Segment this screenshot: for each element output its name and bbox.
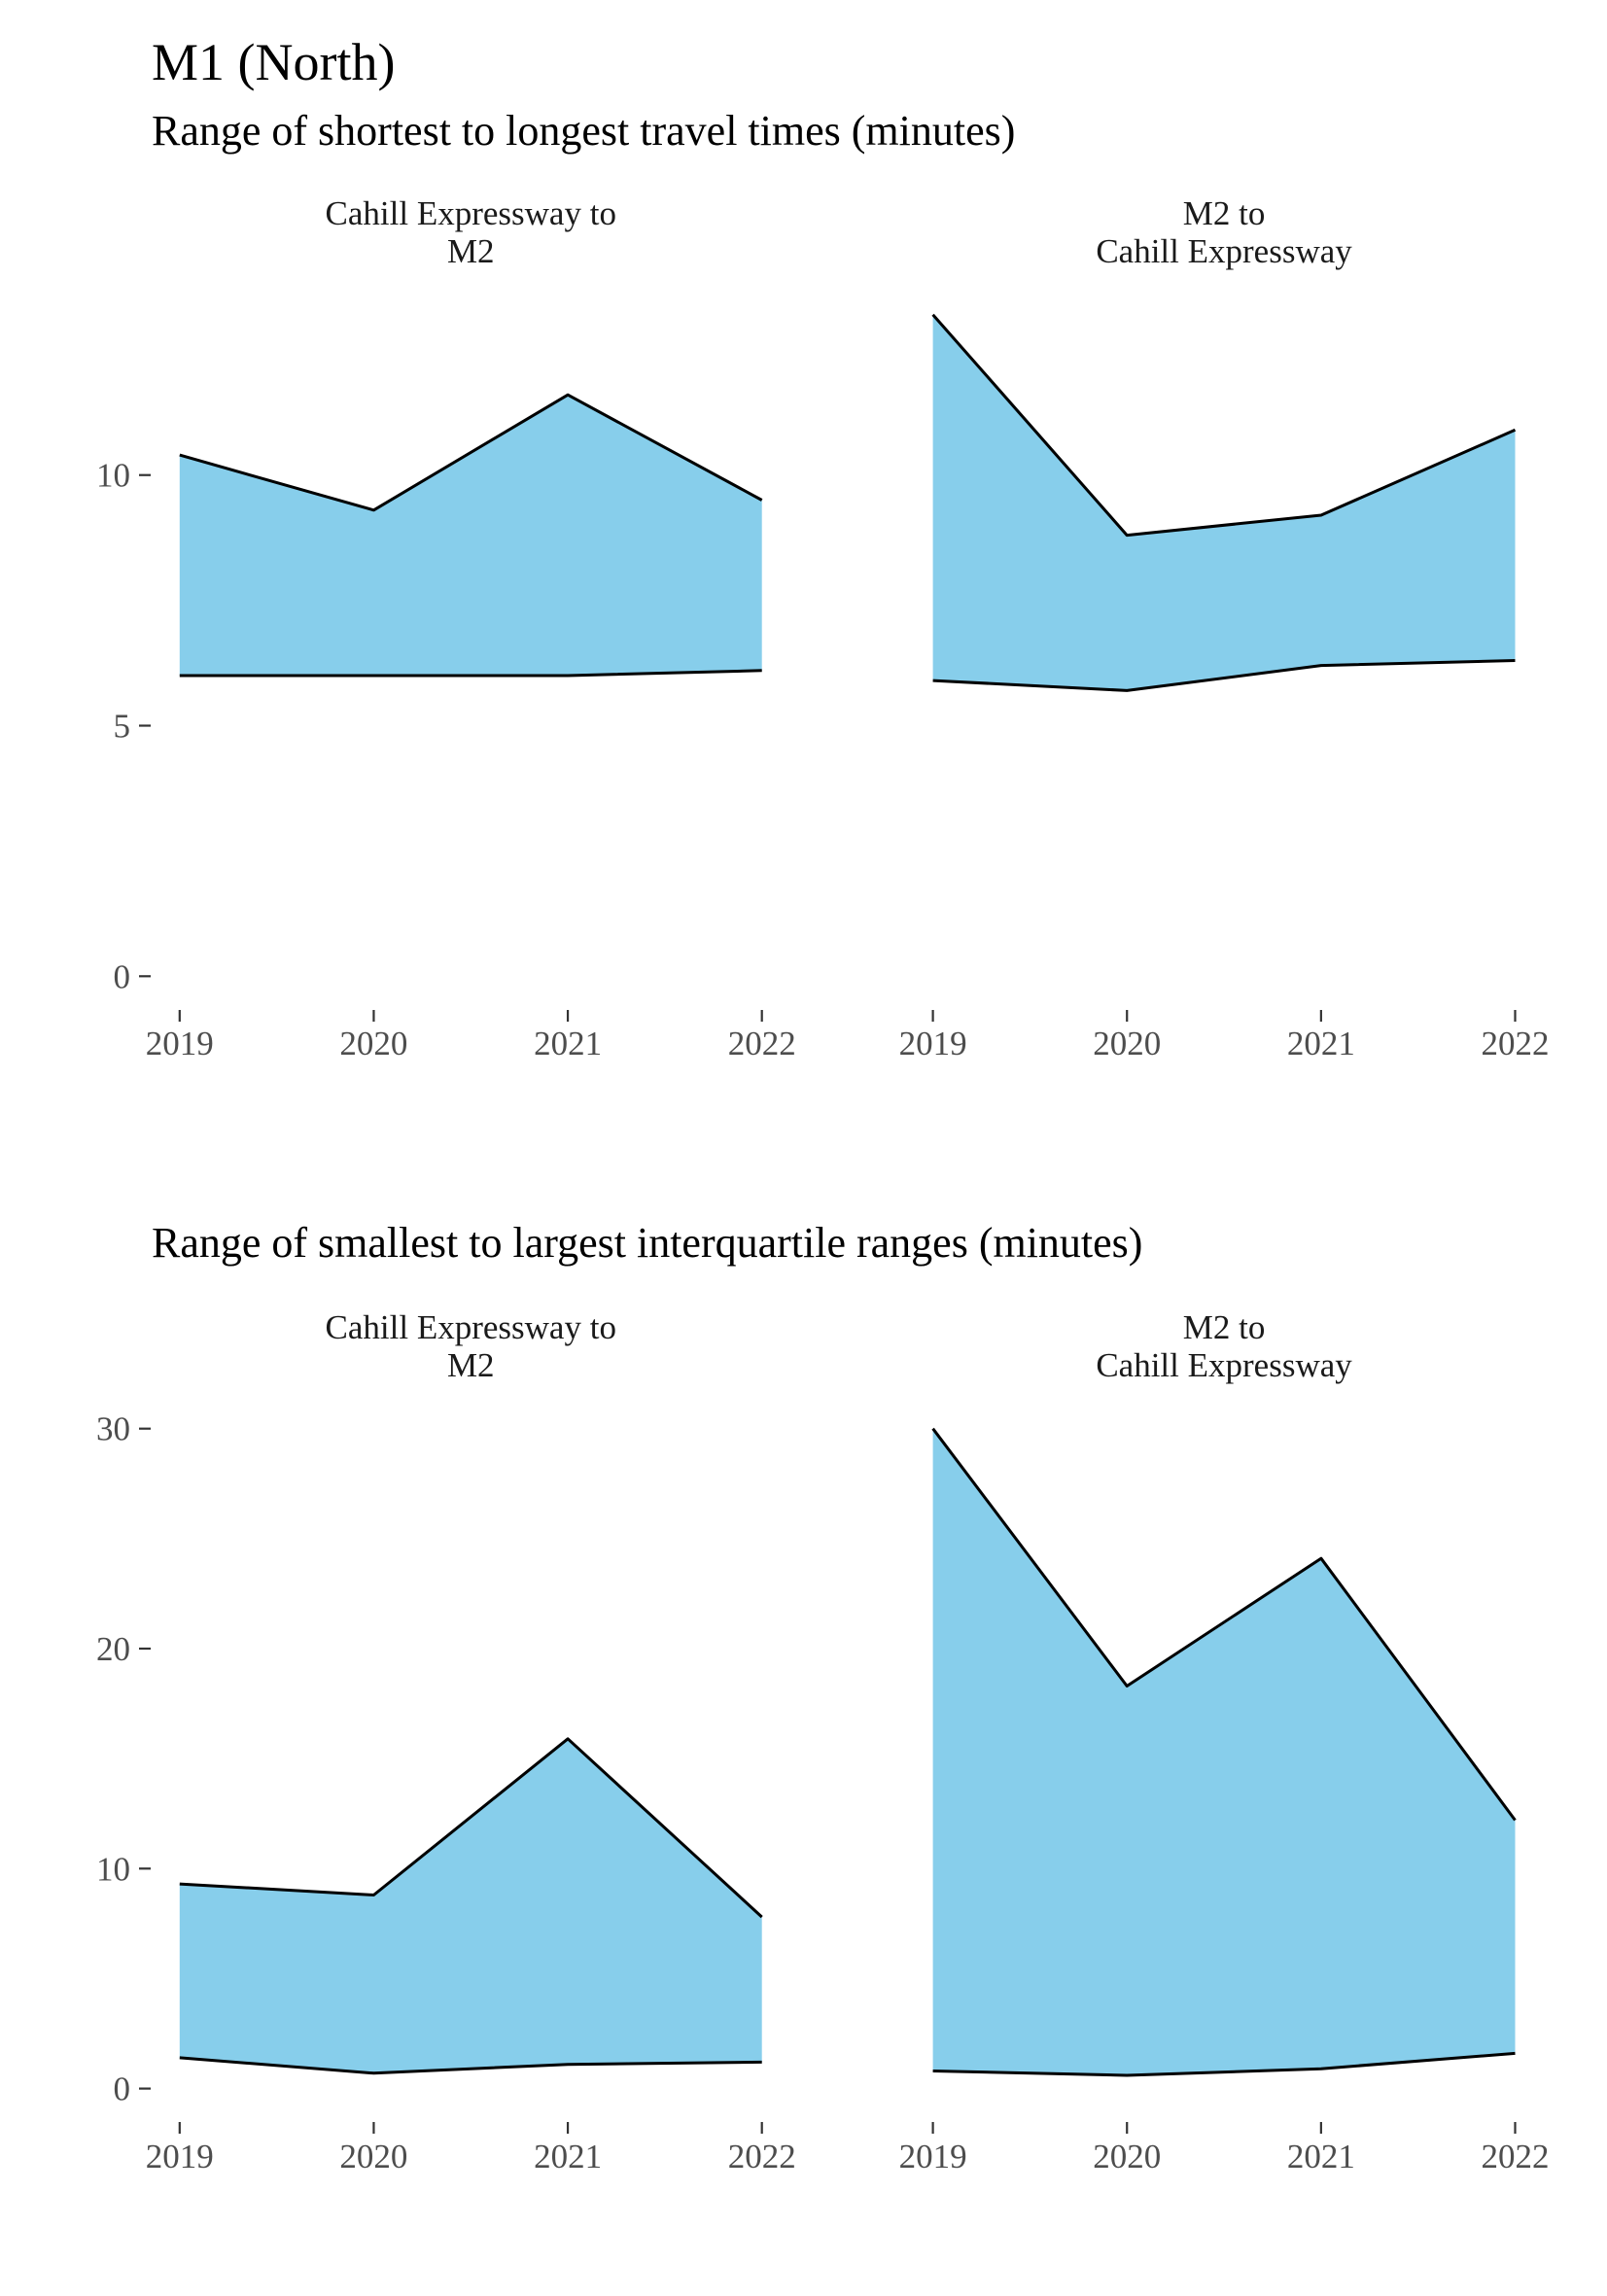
min-line xyxy=(179,2056,762,2075)
facet-panel-2: M2 to Cahill Expressway 2019 2020 2021 2022 xyxy=(899,194,1550,1062)
x-axis: 2019 2020 2021 2022 xyxy=(146,1010,796,1062)
facet-label-line: Cahill Expressway to xyxy=(326,1308,616,1346)
x-tick-label: 2021 xyxy=(534,1025,602,1062)
y-axis: 0 10 20 30 xyxy=(96,1410,151,2108)
max-line xyxy=(931,1427,1517,1822)
y-tick-label: 0 xyxy=(114,2070,131,2108)
page-title: M1 (North) xyxy=(152,33,395,91)
x-tick-label: 2021 xyxy=(1287,2138,1355,2175)
max-line xyxy=(179,1737,763,1919)
x-tick-label: 2022 xyxy=(728,2138,796,2175)
x-tick-label: 2020 xyxy=(339,2138,407,2175)
facet-label-line: M2 xyxy=(447,1346,495,1384)
min-line xyxy=(932,2051,1516,2077)
x-tick-label: 2020 xyxy=(1093,1025,1161,1062)
x-axis: 2019 2020 2021 2022 xyxy=(146,2122,796,2175)
y-tick-label: 30 xyxy=(96,1410,130,1448)
x-tick-label: 2019 xyxy=(146,1025,214,1062)
range-area xyxy=(179,1738,762,2073)
x-axis: 2019 2020 2021 2022 xyxy=(899,1010,1550,1062)
facet-panel-1: Cahill Expressway to M2 2019 2020 2021 2022 xyxy=(146,1308,796,2175)
x-tick-label: 2022 xyxy=(728,1025,796,1062)
y-tick-label: 10 xyxy=(96,1850,130,1888)
y-axis: 0 5 10 xyxy=(96,457,151,995)
y-tick-label: 20 xyxy=(96,1630,130,1668)
facet-label-line: Cahill Expressway xyxy=(1096,232,1352,270)
y-tick-label: 0 xyxy=(114,957,131,995)
x-tick-label: 2020 xyxy=(1093,2138,1161,2175)
x-tick-label: 2020 xyxy=(339,1025,407,1062)
range-area xyxy=(932,314,1516,691)
range-area xyxy=(932,1428,1516,2075)
y-tick-label: 5 xyxy=(114,708,131,746)
x-tick-label: 2022 xyxy=(1482,1025,1550,1062)
facet-label-line: M2 to xyxy=(1183,1308,1266,1346)
x-axis: 2019 2020 2021 2022 xyxy=(899,2122,1550,2175)
range-area xyxy=(179,395,762,676)
chart-2: 0 10 20 30 Cahill Expressway to M2 2019 2020 202… xyxy=(96,1308,1550,2175)
facet-label: Cahill Expressway to M2 xyxy=(326,194,616,270)
facet-label: Cahill Expressway to M2 xyxy=(326,1308,616,1384)
min-line xyxy=(179,669,762,678)
facet-panel-1: Cahill Expressway to M2 2019 2020 2021 2022 xyxy=(146,194,796,1062)
facet-label: M2 to Cahill Expressway xyxy=(1096,1308,1352,1384)
x-tick-label: 2021 xyxy=(534,2138,602,2175)
chart-subtitle-interquartile: Range of smallest to largest interquarti… xyxy=(152,1219,1142,1267)
x-tick-label: 2019 xyxy=(146,2138,214,2175)
x-tick-label: 2019 xyxy=(899,2138,967,2175)
facet-label-line: Cahill Expressway to xyxy=(326,194,616,232)
x-tick-label: 2022 xyxy=(1482,2138,1550,2175)
min-line xyxy=(932,659,1516,692)
facet-label-line: M2 to xyxy=(1183,194,1266,232)
y-tick-label: 10 xyxy=(96,457,130,495)
facet-label-line: Cahill Expressway xyxy=(1096,1346,1352,1384)
x-tick-label: 2019 xyxy=(899,1025,967,1062)
max-line xyxy=(179,393,763,512)
facet-label-line: M2 xyxy=(447,232,495,270)
facet-panel-2: M2 to Cahill Expressway 2019 2020 2021 2022 xyxy=(899,1308,1550,2175)
chart-subtitle-travel-times: Range of shortest to longest travel time… xyxy=(152,107,1015,155)
facet-label: M2 to Cahill Expressway xyxy=(1096,194,1352,270)
max-line xyxy=(931,313,1517,538)
x-tick-label: 2021 xyxy=(1287,1025,1355,1062)
